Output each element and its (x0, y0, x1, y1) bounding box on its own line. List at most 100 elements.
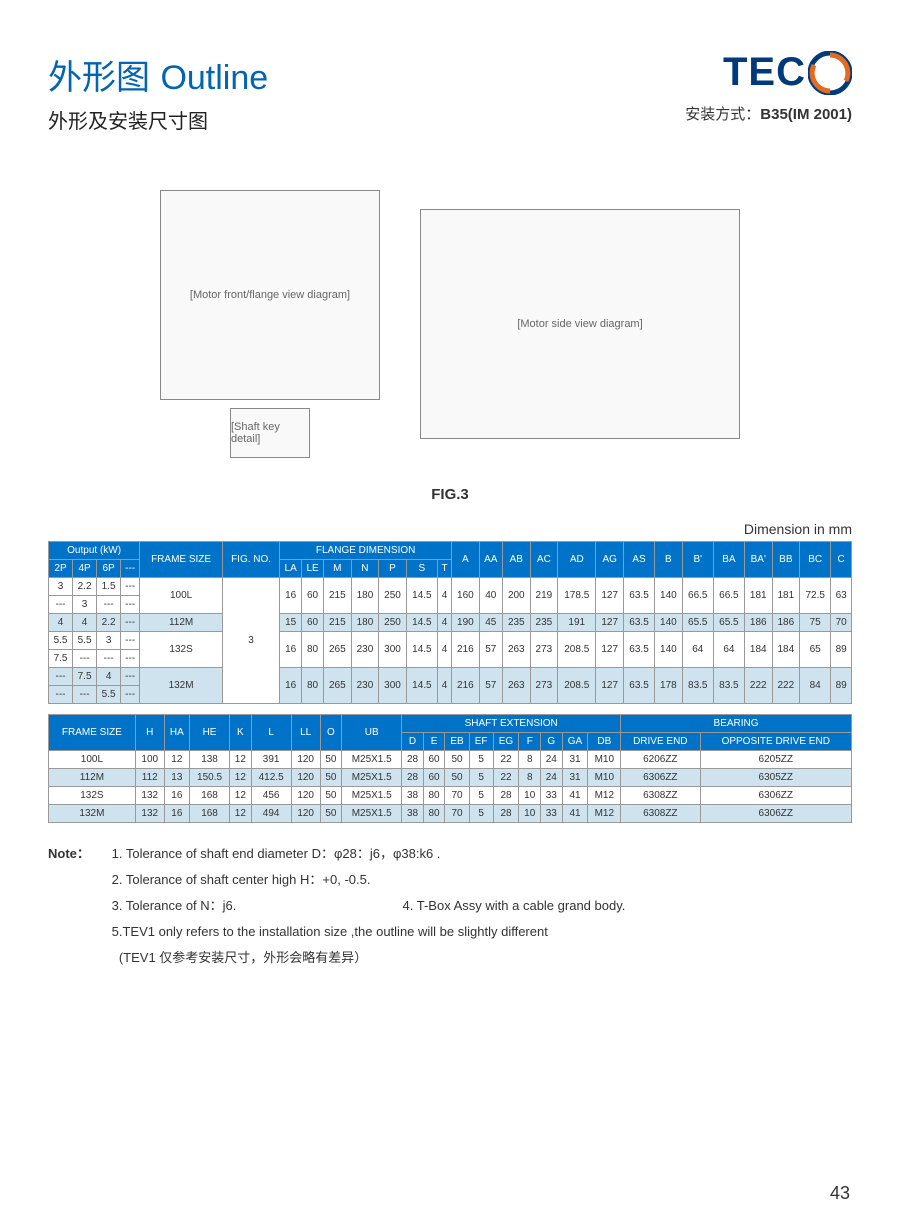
table-cell: 75 (800, 614, 831, 632)
t1-h: AA (479, 542, 502, 578)
t1-h: C (831, 542, 852, 578)
t1-h: B (655, 542, 683, 578)
table-cell: 186 (772, 614, 800, 632)
table-cell: --- (121, 632, 140, 650)
note-label: Note： (48, 841, 108, 867)
t1-h: BA' (744, 542, 772, 578)
table-cell: 132S (140, 632, 223, 668)
table-cell: 83.5 (713, 668, 744, 704)
table-cell: 60 (302, 614, 324, 632)
table-cell: 10 (519, 787, 541, 805)
table-cell: 140 (655, 614, 683, 632)
table-cell: 80 (423, 805, 445, 823)
table-cell: 235 (502, 614, 530, 632)
table-cell: 138 (189, 751, 229, 769)
table-cell: 100L (49, 751, 136, 769)
table-cell: 168 (189, 787, 229, 805)
table-cell: 4 (437, 578, 451, 614)
table-cell: 4 (73, 614, 97, 632)
t1-sh: S (406, 560, 437, 578)
t2-h: L (251, 715, 291, 751)
t1-h: A (452, 542, 480, 578)
table-cell: 140 (655, 632, 683, 668)
table-cell: 127 (596, 632, 624, 668)
table-cell: 63.5 (623, 668, 654, 704)
table-cell: 70 (445, 787, 469, 805)
table-cell: 38 (402, 787, 424, 805)
t1-flange-header: FLANGE DIMENSION (280, 542, 452, 560)
table-cell: 89 (831, 668, 852, 704)
table-cell: 235 (530, 614, 558, 632)
t2-h: O (320, 715, 342, 751)
t1-h: B' (682, 542, 713, 578)
table-cell: 7.5 (73, 668, 97, 686)
table-cell: 50 (445, 751, 469, 769)
table-cell: 57 (479, 632, 502, 668)
table-cell: 100L (140, 578, 223, 614)
table-cell: 180 (351, 614, 379, 632)
table-cell: 265 (324, 668, 352, 704)
table-cell: 64 (682, 632, 713, 668)
table-cell: 181 (744, 578, 772, 614)
table-cell: 184 (744, 632, 772, 668)
table-cell: 14.5 (406, 578, 437, 614)
table-cell: 38 (402, 805, 424, 823)
table-cell: 63.5 (623, 632, 654, 668)
table-cell: 132 (135, 787, 164, 805)
table-cell: 216 (452, 632, 480, 668)
table-row: ---7.54---132M168026523030014.5421657263… (49, 668, 852, 686)
table-cell: 160 (452, 578, 480, 614)
t2-h: HA (164, 715, 189, 751)
t1-h: BA (713, 542, 744, 578)
table-cell: 5 (469, 805, 493, 823)
table-cell: --- (121, 668, 140, 686)
notes-section: Note： 1. Tolerance of shaft end diameter… (48, 841, 852, 971)
t1-sh: 4P (73, 560, 97, 578)
table-cell: M25X1.5 (342, 751, 402, 769)
table-cell: --- (97, 650, 121, 668)
t1-h: BC (800, 542, 831, 578)
table-cell: --- (49, 668, 73, 686)
table-cell: 84 (800, 668, 831, 704)
table-row: 132M132161681249412050M25X1.538807052810… (49, 805, 852, 823)
table-cell: --- (73, 650, 97, 668)
table-cell: 4 (437, 614, 451, 632)
table-cell: 215 (324, 578, 352, 614)
mounting-type-label: 安装方式：B35(IM 2001) (685, 103, 852, 124)
table-cell: 100 (135, 751, 164, 769)
table-cell: 50 (320, 805, 342, 823)
table-cell: 16 (164, 805, 189, 823)
table-cell: 31 (562, 751, 588, 769)
dimension-unit-label: Dimension in mm (48, 521, 852, 537)
table-cell: 5.5 (73, 632, 97, 650)
table-cell: 33 (541, 787, 563, 805)
table-cell: 6308ZZ (621, 787, 700, 805)
table-cell: 24 (541, 751, 563, 769)
table-row: 32.21.5---100L3166021518025014.541604020… (49, 578, 852, 596)
t2-sh: E (423, 733, 445, 751)
table-cell: 120 (291, 751, 320, 769)
t2-h: H (135, 715, 164, 751)
table-cell: 6206ZZ (621, 751, 700, 769)
table-cell: 22 (493, 751, 519, 769)
dimension-table-1: Output (kW) FRAME SIZE FIG. NO. FLANGE D… (48, 541, 852, 704)
table-cell: 412.5 (251, 769, 291, 787)
table-cell: 132M (140, 668, 223, 704)
t1-sh: N (351, 560, 379, 578)
table-cell: 186 (744, 614, 772, 632)
t2-sh: EF (469, 733, 493, 751)
table-cell: 178 (655, 668, 683, 704)
table-cell: 28 (493, 805, 519, 823)
shaft-key-detail: [Shaft key detail] (230, 408, 310, 458)
table-cell: 300 (379, 632, 407, 668)
table-cell: --- (121, 650, 140, 668)
table-cell: 6205ZZ (700, 751, 852, 769)
table-cell: 273 (530, 632, 558, 668)
table-cell: 5 (469, 769, 493, 787)
t1-sh: --- (121, 560, 140, 578)
table-cell: 50 (445, 769, 469, 787)
t2-frame-header: FRAME SIZE (49, 715, 136, 751)
table-cell: 60 (423, 751, 445, 769)
table-cell: 5.5 (49, 632, 73, 650)
table-cell: 112M (140, 614, 223, 632)
